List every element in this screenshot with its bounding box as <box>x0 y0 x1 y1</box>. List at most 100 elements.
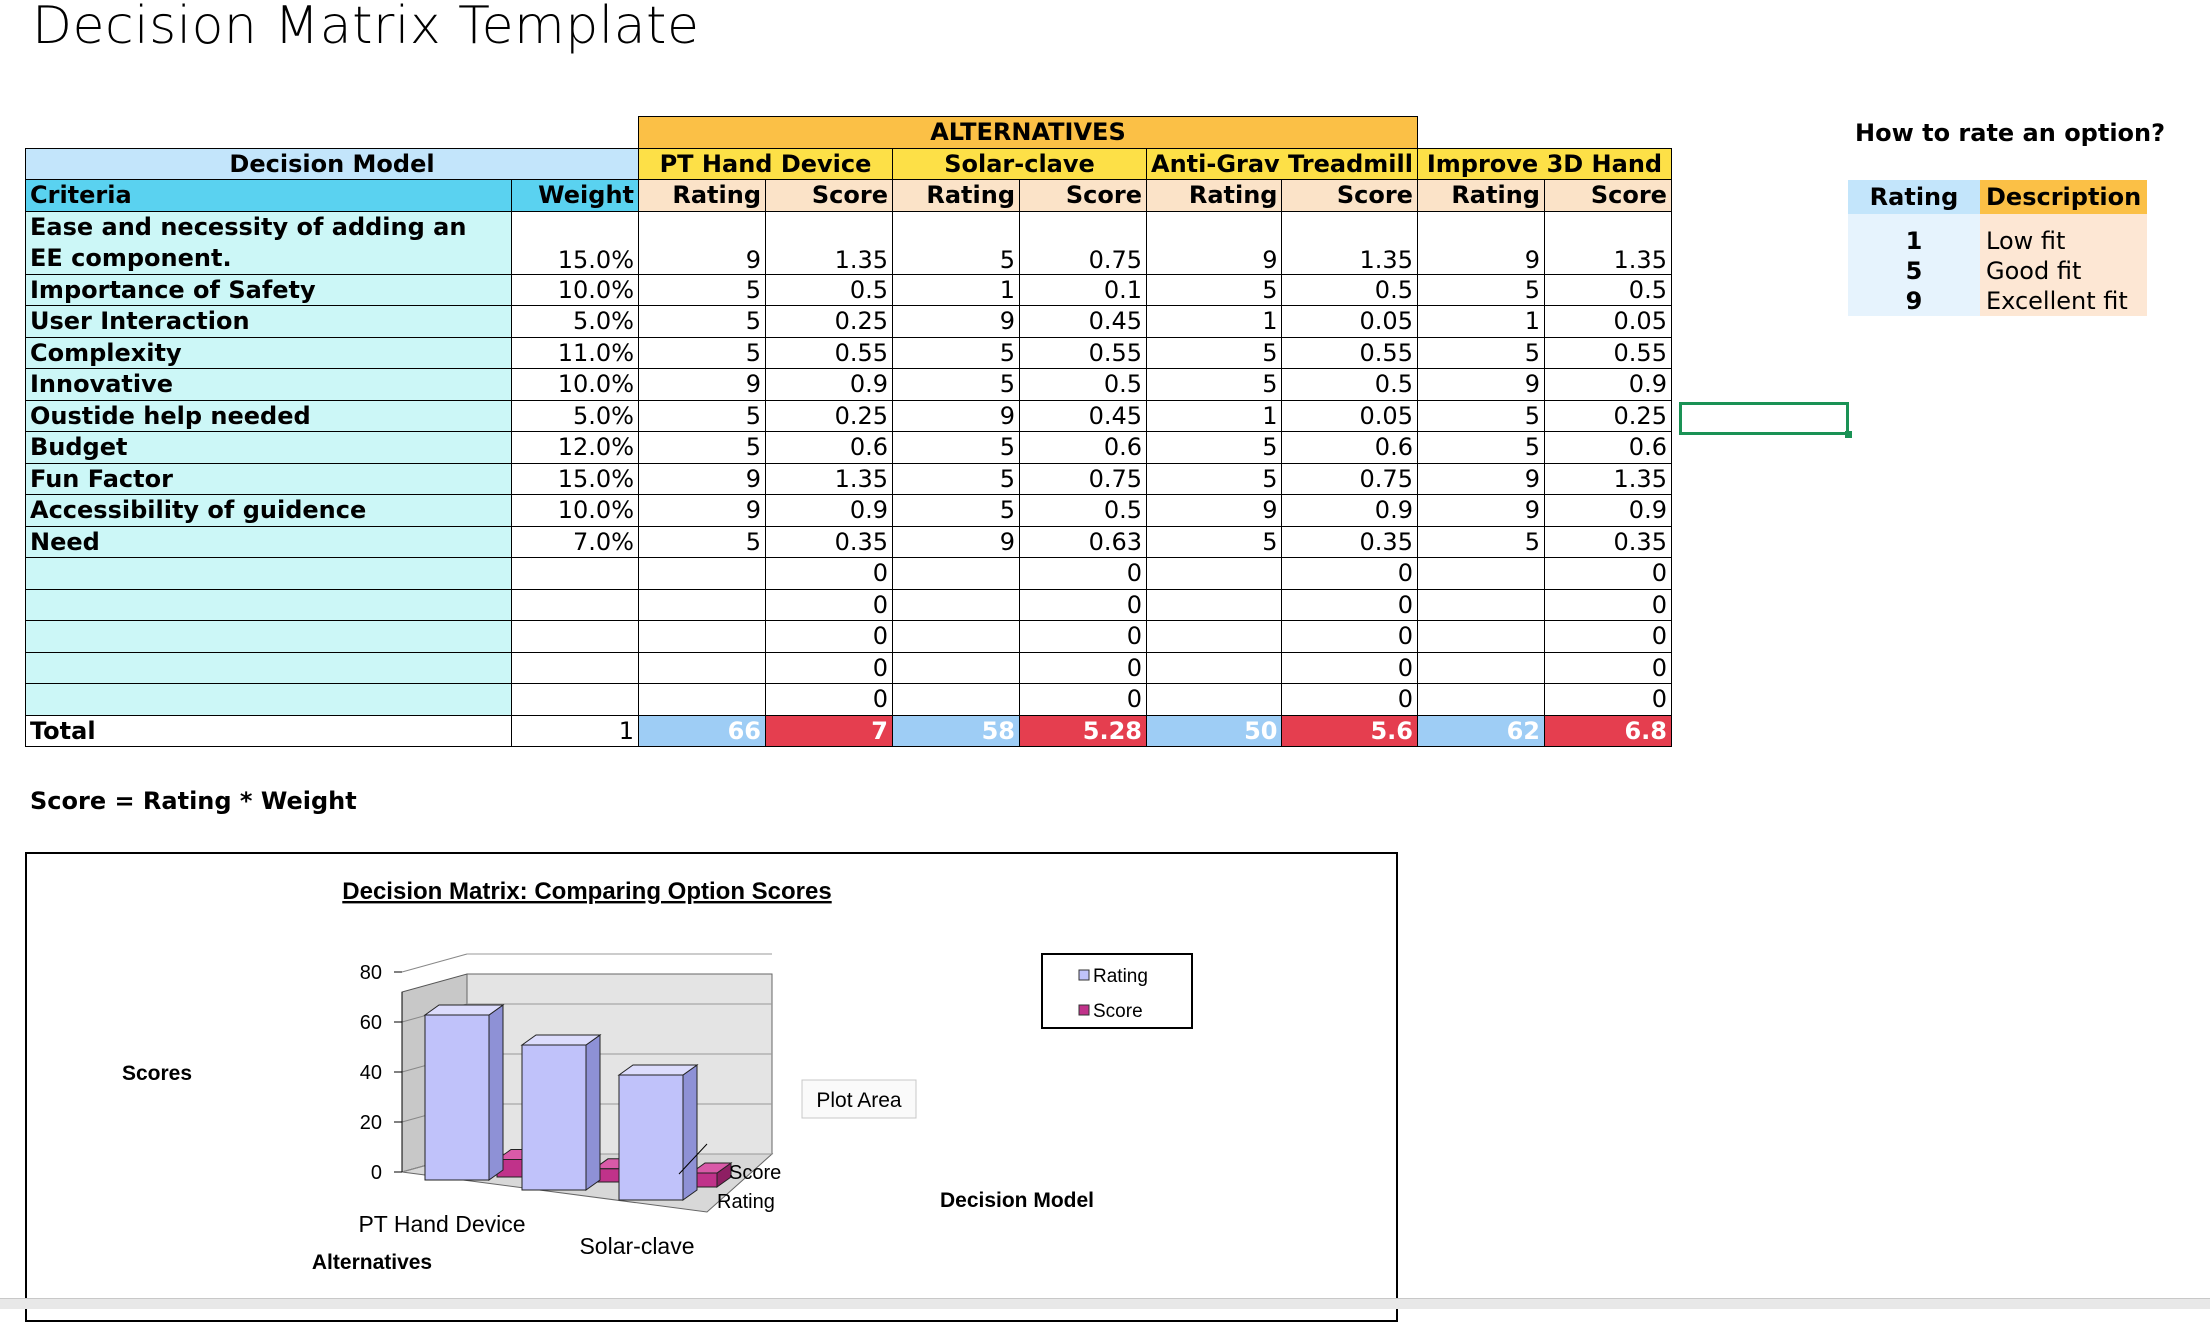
score-cell[interactable]: 0.35 <box>1543 525 1672 558</box>
score-cell[interactable]: 1.35 <box>1543 462 1672 495</box>
score-cell[interactable]: 1.35 <box>765 210 893 275</box>
score-cell[interactable]: 0.6 <box>1019 431 1147 464</box>
rating-cell[interactable] <box>638 651 766 684</box>
score-cell[interactable]: 0.05 <box>1543 305 1672 338</box>
score-cell[interactable]: 1.35 <box>765 462 893 495</box>
score-cell[interactable]: 0.6 <box>1543 431 1672 464</box>
total-score-cell[interactable]: 7 <box>765 714 893 747</box>
criteria-cell[interactable]: Fun Factor <box>25 462 512 495</box>
score-cell[interactable]: 0 <box>1281 557 1418 590</box>
score-cell[interactable]: 0 <box>765 620 893 653</box>
rating-cell[interactable] <box>1145 557 1283 590</box>
criteria-cell[interactable]: Budget <box>25 431 512 464</box>
rating-cell[interactable] <box>1145 683 1283 716</box>
rating-cell[interactable]: 5 <box>1145 462 1283 495</box>
score-cell[interactable]: 0.75 <box>1019 462 1147 495</box>
score-cell[interactable]: 0.9 <box>1543 494 1672 527</box>
score-cell[interactable]: 0.9 <box>1543 368 1672 401</box>
score-cell[interactable]: 0 <box>765 588 893 621</box>
score-cell[interactable]: 0.5 <box>765 273 893 306</box>
weight-cell[interactable]: 15.0% <box>511 210 639 275</box>
rating-header-4[interactable]: Rating <box>1416 179 1545 212</box>
score-cell[interactable]: 0.63 <box>1019 525 1147 558</box>
score-cell[interactable]: 0 <box>1281 683 1418 716</box>
weight-cell[interactable]: 11.0% <box>511 336 639 369</box>
rating-cell[interactable]: 5 <box>1145 336 1283 369</box>
option-header-3[interactable]: Anti-Grav Treadmill <box>1146 147 1418 180</box>
rating-cell[interactable]: 5 <box>1416 431 1545 464</box>
weight-cell[interactable] <box>511 651 639 684</box>
chart-container[interactable]: Decision Matrix: Comparing Option Scores… <box>25 852 1398 1322</box>
rating-cell[interactable] <box>1416 557 1545 590</box>
chart-legend[interactable]: Rating Score <box>1041 953 1193 1029</box>
weight-cell[interactable] <box>511 620 639 653</box>
weight-cell[interactable]: 10.0% <box>511 368 639 401</box>
score-cell[interactable]: 0.05 <box>1281 305 1418 338</box>
legend-description-value[interactable]: Excellent fit <box>1980 286 2148 316</box>
legend-rating-value[interactable]: 5 <box>1848 256 1980 286</box>
score-cell[interactable]: 0 <box>1019 620 1147 653</box>
total-rating-cell[interactable]: 66 <box>638 714 766 747</box>
score-cell[interactable]: 0 <box>1281 651 1418 684</box>
rating-cell[interactable]: 5 <box>638 273 766 306</box>
score-cell[interactable]: 0 <box>1019 588 1147 621</box>
rating-cell[interactable]: 9 <box>1416 210 1545 275</box>
rating-cell[interactable] <box>1416 651 1545 684</box>
rating-cell[interactable]: 5 <box>638 305 766 338</box>
score-cell[interactable]: 0 <box>1543 651 1672 684</box>
total-rating-cell[interactable]: 58 <box>892 714 1020 747</box>
rating-cell[interactable] <box>1145 620 1283 653</box>
score-cell[interactable]: 0.25 <box>1543 399 1672 432</box>
rating-header-1[interactable]: Rating <box>638 179 766 212</box>
rating-cell[interactable] <box>892 683 1020 716</box>
score-cell[interactable]: 0.45 <box>1019 305 1147 338</box>
rating-cell[interactable]: 5 <box>1145 431 1283 464</box>
score-header-4[interactable]: Score <box>1543 179 1672 212</box>
rating-cell[interactable]: 5 <box>892 368 1020 401</box>
rating-cell[interactable] <box>1145 651 1283 684</box>
rating-cell[interactable] <box>1416 683 1545 716</box>
score-cell[interactable]: 1.35 <box>1543 210 1672 275</box>
rating-cell[interactable] <box>638 620 766 653</box>
rating-cell[interactable]: 9 <box>1145 494 1283 527</box>
rating-cell[interactable]: 5 <box>1416 399 1545 432</box>
score-chart[interactable]: Decision Matrix: Comparing Option Scores… <box>27 854 1400 1324</box>
score-header-1[interactable]: Score <box>765 179 893 212</box>
legend-description-header[interactable]: Description <box>1980 180 2148 214</box>
criteria-cell[interactable] <box>25 588 512 621</box>
legend-rating-value[interactable]: 1 <box>1848 226 1980 256</box>
weight-cell[interactable]: 15.0% <box>511 462 639 495</box>
rating-cell[interactable]: 5 <box>1416 525 1545 558</box>
score-cell[interactable]: 0.35 <box>1281 525 1418 558</box>
score-cell[interactable]: 0.6 <box>1281 431 1418 464</box>
score-cell[interactable]: 0 <box>1019 651 1147 684</box>
score-cell[interactable]: 0.55 <box>1019 336 1147 369</box>
rating-cell[interactable]: 9 <box>638 368 766 401</box>
selected-cell[interactable] <box>1679 402 1852 438</box>
legend-description-value[interactable]: Low fit <box>1980 226 2148 256</box>
rating-cell[interactable]: 5 <box>892 494 1020 527</box>
legend-rating-header[interactable]: Rating <box>1848 180 1980 214</box>
rating-cell[interactable]: 5 <box>892 462 1020 495</box>
rating-cell[interactable]: 5 <box>638 399 766 432</box>
criteria-cell[interactable] <box>25 651 512 684</box>
rating-cell[interactable]: 5 <box>1145 525 1283 558</box>
rating-cell[interactable] <box>1416 620 1545 653</box>
rating-cell[interactable]: 9 <box>638 494 766 527</box>
weight-cell[interactable]: 10.0% <box>511 494 639 527</box>
plot-area[interactable]: 80 60 40 20 0 Score Rating PT Hand Device Solar-… <box>358 953 781 1259</box>
score-cell[interactable]: 0.25 <box>765 305 893 338</box>
criteria-cell[interactable]: User Interaction <box>25 305 512 338</box>
rating-header-3[interactable]: Rating <box>1145 179 1283 212</box>
score-cell[interactable]: 0 <box>1019 557 1147 590</box>
score-cell[interactable]: 0.9 <box>1281 494 1418 527</box>
rating-cell[interactable] <box>638 588 766 621</box>
legend-rating-value[interactable]: 9 <box>1848 286 1980 316</box>
rating-cell[interactable]: 9 <box>638 462 766 495</box>
score-cell[interactable]: 0 <box>765 683 893 716</box>
rating-cell[interactable]: 5 <box>892 431 1020 464</box>
rating-cell[interactable]: 5 <box>892 210 1020 275</box>
decision-model-header[interactable]: Decision Model <box>25 147 639 180</box>
weight-cell[interactable]: 12.0% <box>511 431 639 464</box>
criteria-cell[interactable] <box>25 557 512 590</box>
